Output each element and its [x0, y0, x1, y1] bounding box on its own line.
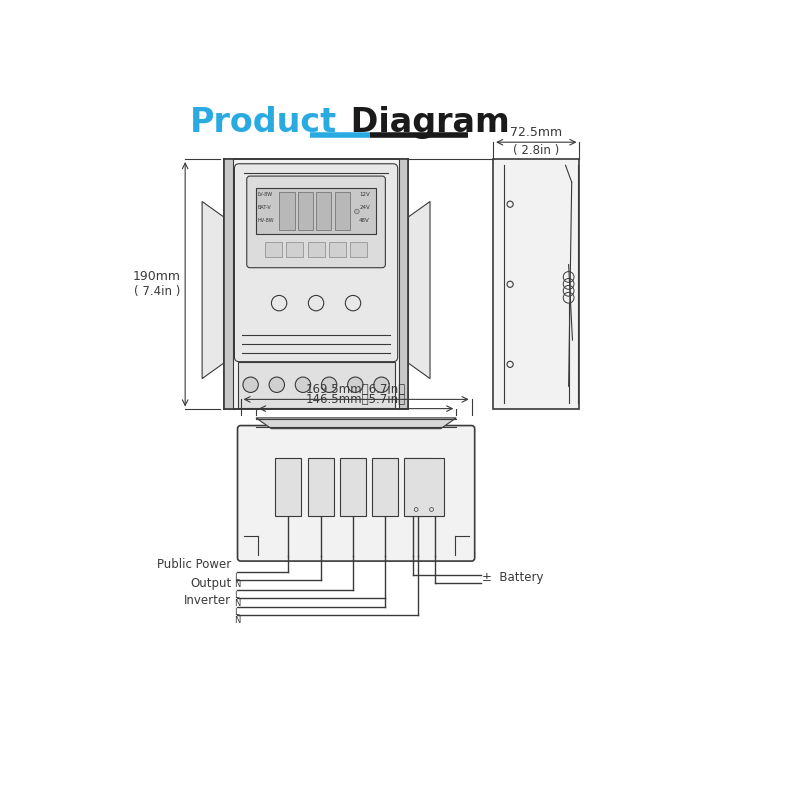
Circle shape: [243, 377, 258, 393]
Bar: [224, 159, 409, 410]
Text: L: L: [234, 573, 239, 582]
Text: L: L: [234, 608, 239, 617]
Bar: [307, 242, 325, 257]
FancyBboxPatch shape: [246, 176, 386, 268]
Bar: [329, 242, 346, 257]
Text: 190mm: 190mm: [133, 270, 181, 283]
Bar: [224, 159, 233, 410]
Circle shape: [348, 377, 363, 393]
FancyBboxPatch shape: [238, 426, 474, 561]
Bar: [334, 192, 350, 230]
Bar: [275, 458, 302, 516]
Circle shape: [295, 377, 310, 393]
Polygon shape: [256, 418, 456, 429]
Bar: [493, 159, 579, 410]
Circle shape: [374, 377, 390, 393]
Text: Output: Output: [190, 577, 231, 590]
Text: 24V: 24V: [359, 206, 370, 210]
Circle shape: [354, 209, 359, 214]
Text: Diagram: Diagram: [339, 106, 510, 139]
Bar: [405, 458, 430, 516]
Bar: [298, 192, 313, 230]
Circle shape: [322, 377, 337, 393]
Text: Product: Product: [190, 106, 337, 139]
Bar: [266, 242, 282, 257]
Text: N: N: [234, 580, 241, 590]
Bar: [256, 189, 376, 234]
Bar: [350, 242, 367, 257]
Text: ( 7.4in ): ( 7.4in ): [134, 286, 181, 298]
Polygon shape: [202, 202, 224, 378]
Text: Public Power: Public Power: [157, 558, 231, 571]
Bar: [279, 192, 294, 230]
Bar: [286, 242, 303, 257]
Text: ( 2.8in ): ( 2.8in ): [513, 144, 559, 157]
Bar: [307, 458, 334, 516]
Text: 146.5mm（5.7in）: 146.5mm（5.7in）: [306, 393, 406, 406]
Polygon shape: [409, 202, 430, 378]
Text: BAT-V: BAT-V: [258, 206, 271, 210]
Text: 72.5mm: 72.5mm: [510, 126, 562, 139]
Text: N: N: [234, 599, 241, 608]
FancyBboxPatch shape: [234, 164, 398, 362]
Bar: [404, 458, 444, 516]
Text: Inverter: Inverter: [184, 594, 231, 606]
Text: 48V: 48V: [359, 218, 370, 223]
Bar: [399, 159, 409, 410]
Text: ±  Battery: ± Battery: [482, 570, 544, 584]
Bar: [316, 192, 331, 230]
Bar: [238, 362, 394, 408]
Circle shape: [269, 377, 285, 393]
Text: N: N: [234, 616, 241, 625]
Bar: [340, 458, 366, 516]
Text: LV-8W: LV-8W: [258, 192, 273, 198]
Text: 12V: 12V: [359, 192, 370, 198]
Text: L: L: [234, 591, 239, 600]
Bar: [372, 458, 398, 516]
Text: HV-8W: HV-8W: [258, 218, 274, 223]
Text: 169.5mm（6.7in）: 169.5mm（6.7in）: [306, 383, 406, 396]
